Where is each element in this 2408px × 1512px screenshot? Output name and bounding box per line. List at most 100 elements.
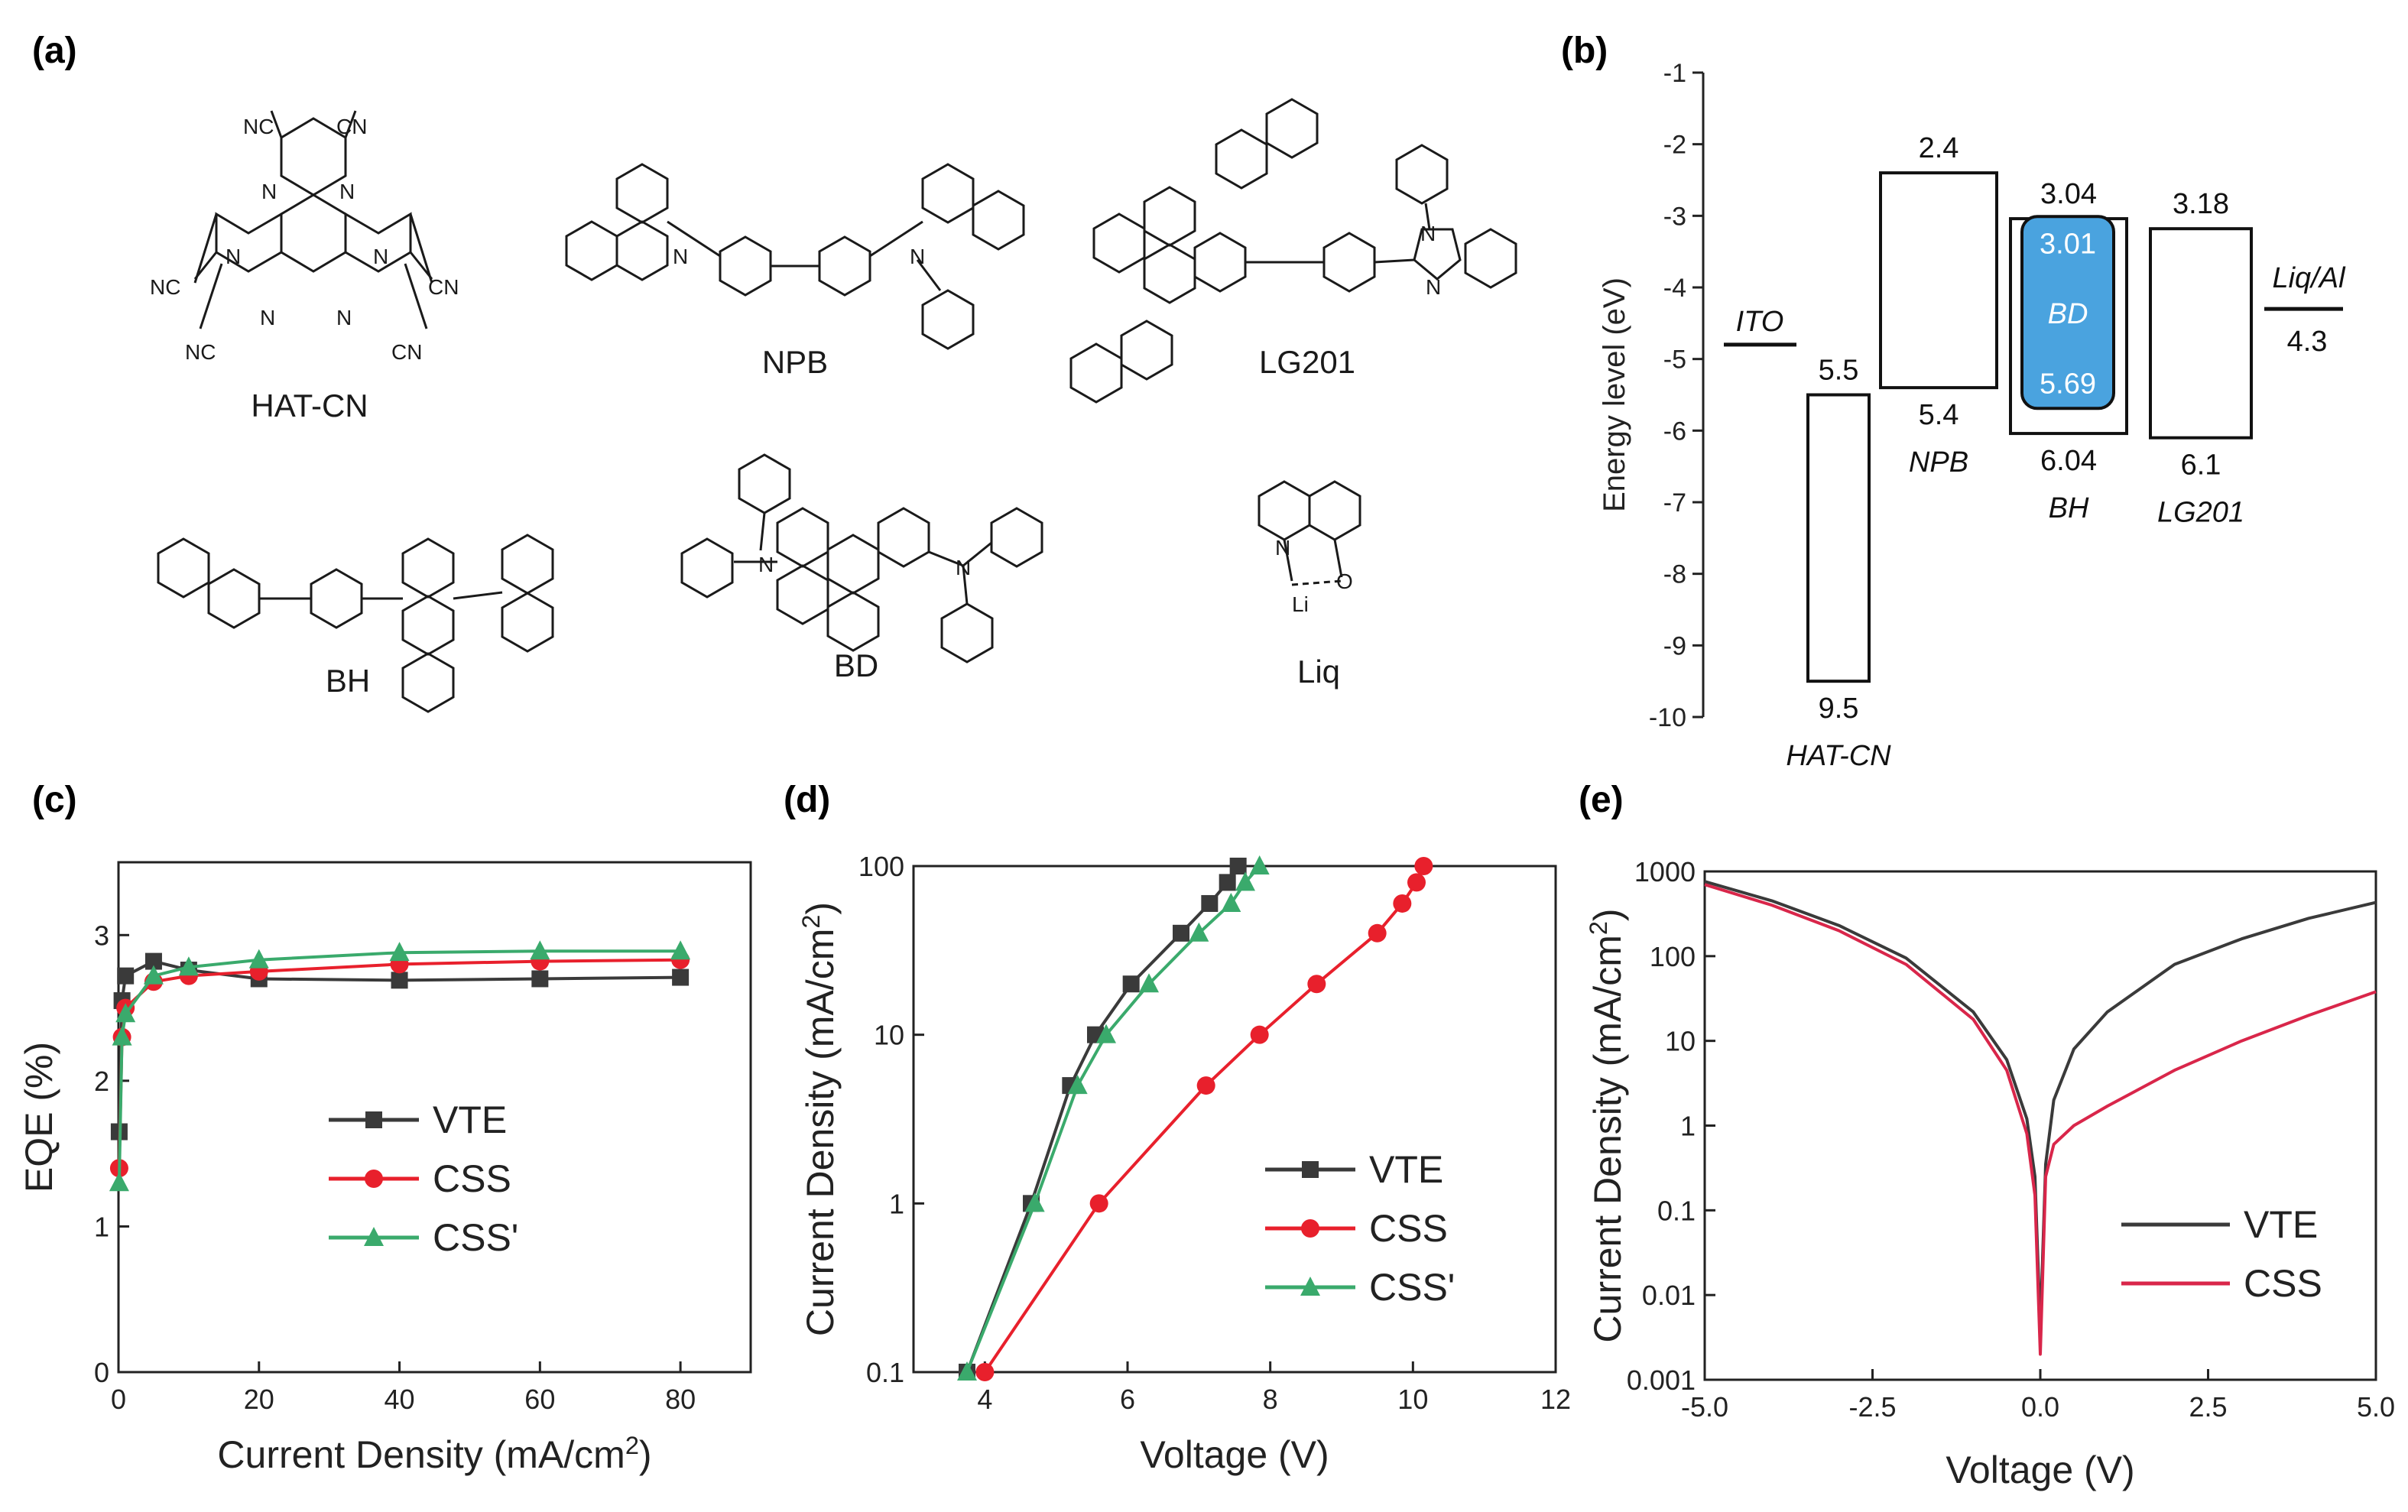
y-tick-label: 2 [94, 1066, 109, 1097]
x-tick-label: 8 [1263, 1384, 1278, 1415]
molecule-name-bh: BH [326, 663, 370, 699]
legend-label-css: CSS [2244, 1262, 2322, 1305]
label-lg201: LG201 [2157, 497, 2244, 529]
y-tick-label: -10 [1649, 703, 1686, 732]
energy-box-bd [2020, 215, 2115, 410]
atom-label: N [373, 245, 388, 268]
y-tick-label: 100 [858, 851, 904, 882]
molecule-lg201 [1069, 98, 1517, 404]
x-tick-label: -2.5 [1848, 1391, 1896, 1423]
atom-label: CN [391, 340, 422, 364]
y-tick-label: -5 [1663, 346, 1686, 375]
molecule-structures: NC CN N N N N N N NC CN NC CN N [150, 98, 1517, 713]
jv-chart: 4 6 8 10 12 0.1 1 10 100 Voltage (V) Current Densi… [797, 851, 1571, 1476]
atom-label: N [336, 306, 352, 329]
value-bd-lumo: 3.01 [2040, 228, 2096, 260]
atom-label: N [260, 306, 275, 329]
data-point-css [109, 1172, 129, 1192]
atom-label: N [226, 245, 241, 268]
atom-label: N [758, 553, 774, 576]
data-point-css [1235, 871, 1255, 891]
y-tick-label: -9 [1663, 631, 1686, 660]
data-point-css [1189, 922, 1209, 942]
x-tick-label: 40 [385, 1384, 415, 1415]
legend-marker-css [365, 1170, 383, 1188]
y-tick-label: -8 [1663, 560, 1686, 589]
y-tick-label: -6 [1663, 417, 1686, 446]
y-axis-label: EQE (%) [18, 1042, 60, 1192]
y-tick-label: 1 [1680, 1111, 1696, 1142]
panel-label-a: (a) [32, 31, 77, 71]
legend-label-vte: VTE [1369, 1148, 1443, 1191]
y-tick-label: -4 [1663, 274, 1686, 303]
data-point-vte [531, 970, 549, 988]
data-point-css [178, 956, 199, 976]
molecule-npb [565, 163, 1025, 350]
legend-label-vte: VTE [433, 1098, 507, 1141]
y-axis-label: Current Density (mA/cm2) [797, 902, 842, 1336]
value-lg201-lumo: 3.18 [2173, 188, 2229, 220]
data-point-vte [391, 972, 408, 989]
atom-label: CN [336, 115, 367, 138]
y-tick-label: 0 [94, 1357, 109, 1388]
legend-label-css: CSS [433, 1157, 511, 1200]
energy-level-diagram: -1 -2 -3 -4 -5 -6 -7 -8 -9 -10 Energy level (eV) IT… [1598, 59, 2346, 772]
data-point-css [1250, 1025, 1269, 1044]
data-point-vte [1201, 894, 1219, 912]
data-point-css [143, 965, 164, 985]
y-axis-label: Current Density (mA/cm2) [1585, 908, 1629, 1342]
lg201-atom-labels: N N [1420, 222, 1441, 299]
value-npb-homo: 5.4 [1919, 399, 1959, 431]
energy-box-hat-cn [1806, 393, 1871, 683]
y-tick-label: -3 [1663, 202, 1686, 231]
data-point-css [1307, 975, 1326, 994]
energy-box-lg201 [2149, 227, 2253, 440]
x-tick-label: 4 [977, 1384, 992, 1415]
atom-label: NC [185, 340, 216, 364]
label-bh: BH [2049, 492, 2089, 524]
atom-label: N [339, 180, 355, 203]
legend-label-css: CSS [1369, 1207, 1448, 1250]
molecule-name-hat-cn: HAT-CN [251, 388, 368, 423]
data-point-css [389, 942, 410, 962]
panel-label-c: (c) [32, 780, 77, 820]
data-point-css [1368, 923, 1387, 943]
value-hat-cn-homo: 9.5 [1819, 693, 1859, 725]
x-tick-label: 20 [244, 1384, 274, 1415]
data-point-css [1414, 857, 1433, 875]
atom-label: Li [1292, 592, 1309, 616]
x-tick-label: 0.0 [2021, 1391, 2059, 1423]
y-tick-label: 0.01 [1642, 1280, 1696, 1311]
series-line-css [1704, 883, 2377, 1356]
panel-label-e: (e) [1579, 780, 1624, 820]
y-tick-label: 0.001 [1627, 1364, 1696, 1396]
legend-label-css: CSS' [1369, 1266, 1455, 1309]
y-tick-label: 3 [94, 920, 109, 951]
atom-label: N [673, 245, 688, 268]
data-point-css [1089, 1194, 1108, 1213]
atom-label: N [1275, 536, 1290, 560]
data-point-vte [1173, 924, 1189, 942]
molecule-name-bd: BD [834, 647, 878, 683]
molecule-name-npb: NPB [762, 344, 828, 380]
x-tick-label: 5.0 [2357, 1391, 2395, 1423]
data-point-css [670, 940, 691, 960]
molecule-liq [1258, 480, 1361, 586]
y-tick-label: 100 [1650, 941, 1696, 972]
x-axis-label: Current Density (mA/cm2) [217, 1432, 651, 1476]
molecule-name-liq: Liq [1297, 654, 1340, 689]
data-point-css [1196, 1076, 1215, 1095]
data-point-vte [1229, 858, 1247, 874]
data-point-vte [1219, 874, 1236, 891]
legend-marker-vte [1302, 1161, 1319, 1178]
atom-label: N [1426, 275, 1441, 299]
data-point-css [1067, 1075, 1088, 1095]
label-bd: BD [2048, 298, 2088, 330]
y-tick-label: -7 [1663, 488, 1686, 518]
liq-atom-labels: N O Li [1275, 536, 1353, 616]
atom-label: NC [243, 115, 274, 138]
x-tick-label: 2.5 [2189, 1391, 2227, 1423]
x-tick-label: 6 [1120, 1384, 1135, 1415]
